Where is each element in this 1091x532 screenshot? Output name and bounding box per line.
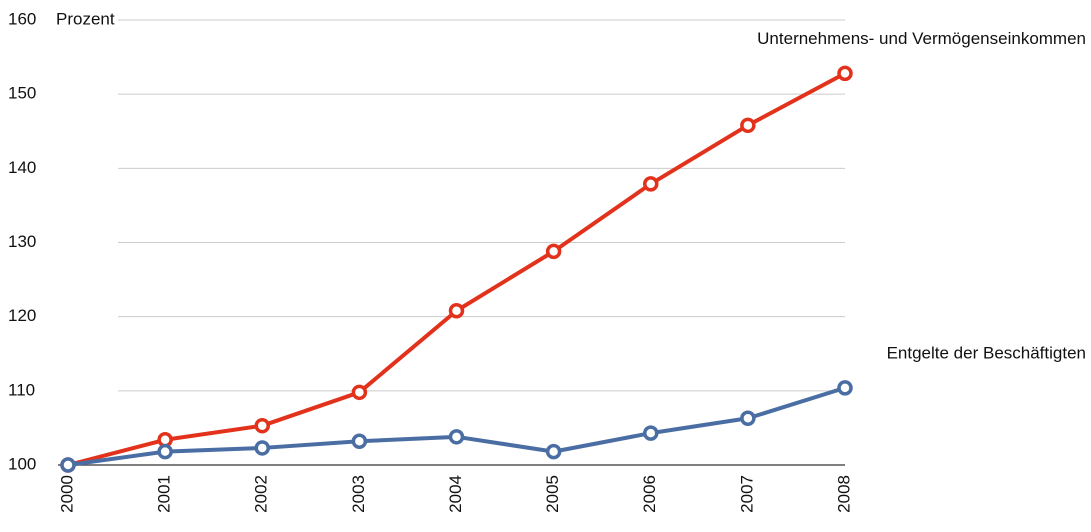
data-point [254, 417, 270, 434]
x-tick-label: 2006 [640, 475, 659, 513]
series-label: Unternehmens- und Vermögenseinkommen [757, 29, 1086, 48]
y-tick-label: 110 [8, 380, 35, 399]
data-point [351, 433, 368, 450]
x-tick-label: 2002 [252, 475, 271, 513]
series-line [67, 71, 846, 467]
y-tick-label: 150 [8, 84, 36, 103]
x-tick-label: 2005 [543, 475, 562, 513]
data-point [740, 117, 756, 134]
data-point [837, 380, 853, 396]
data-point [60, 457, 76, 473]
data-point [740, 410, 756, 427]
data-point [448, 429, 465, 445]
x-tick-label: 2003 [349, 475, 368, 513]
data-point [643, 176, 659, 192]
y-tick-label: 160 [8, 9, 36, 28]
data-point [351, 384, 368, 401]
data-point [837, 65, 853, 82]
data-point [448, 302, 465, 319]
data-point [643, 425, 659, 441]
series-label: Entgelte der Beschäftigten [887, 343, 1086, 362]
data-point [157, 443, 173, 460]
x-tick-label: 2007 [737, 475, 756, 513]
series-line [67, 385, 846, 467]
data-point [254, 440, 270, 456]
x-tick-label: 2008 [834, 475, 853, 513]
data-point [545, 443, 562, 460]
y-tick-label: 120 [8, 306, 36, 325]
x-tick-label: 2000 [57, 475, 76, 513]
y-tick-label: 100 [8, 454, 36, 473]
x-tick-label: 2004 [446, 475, 465, 513]
data-point [545, 243, 562, 260]
y-axis-label: Prozent [56, 9, 115, 28]
x-tick-label: 2001 [155, 475, 174, 513]
y-tick-label: 130 [8, 232, 36, 251]
y-tick-label: 140 [8, 158, 36, 177]
